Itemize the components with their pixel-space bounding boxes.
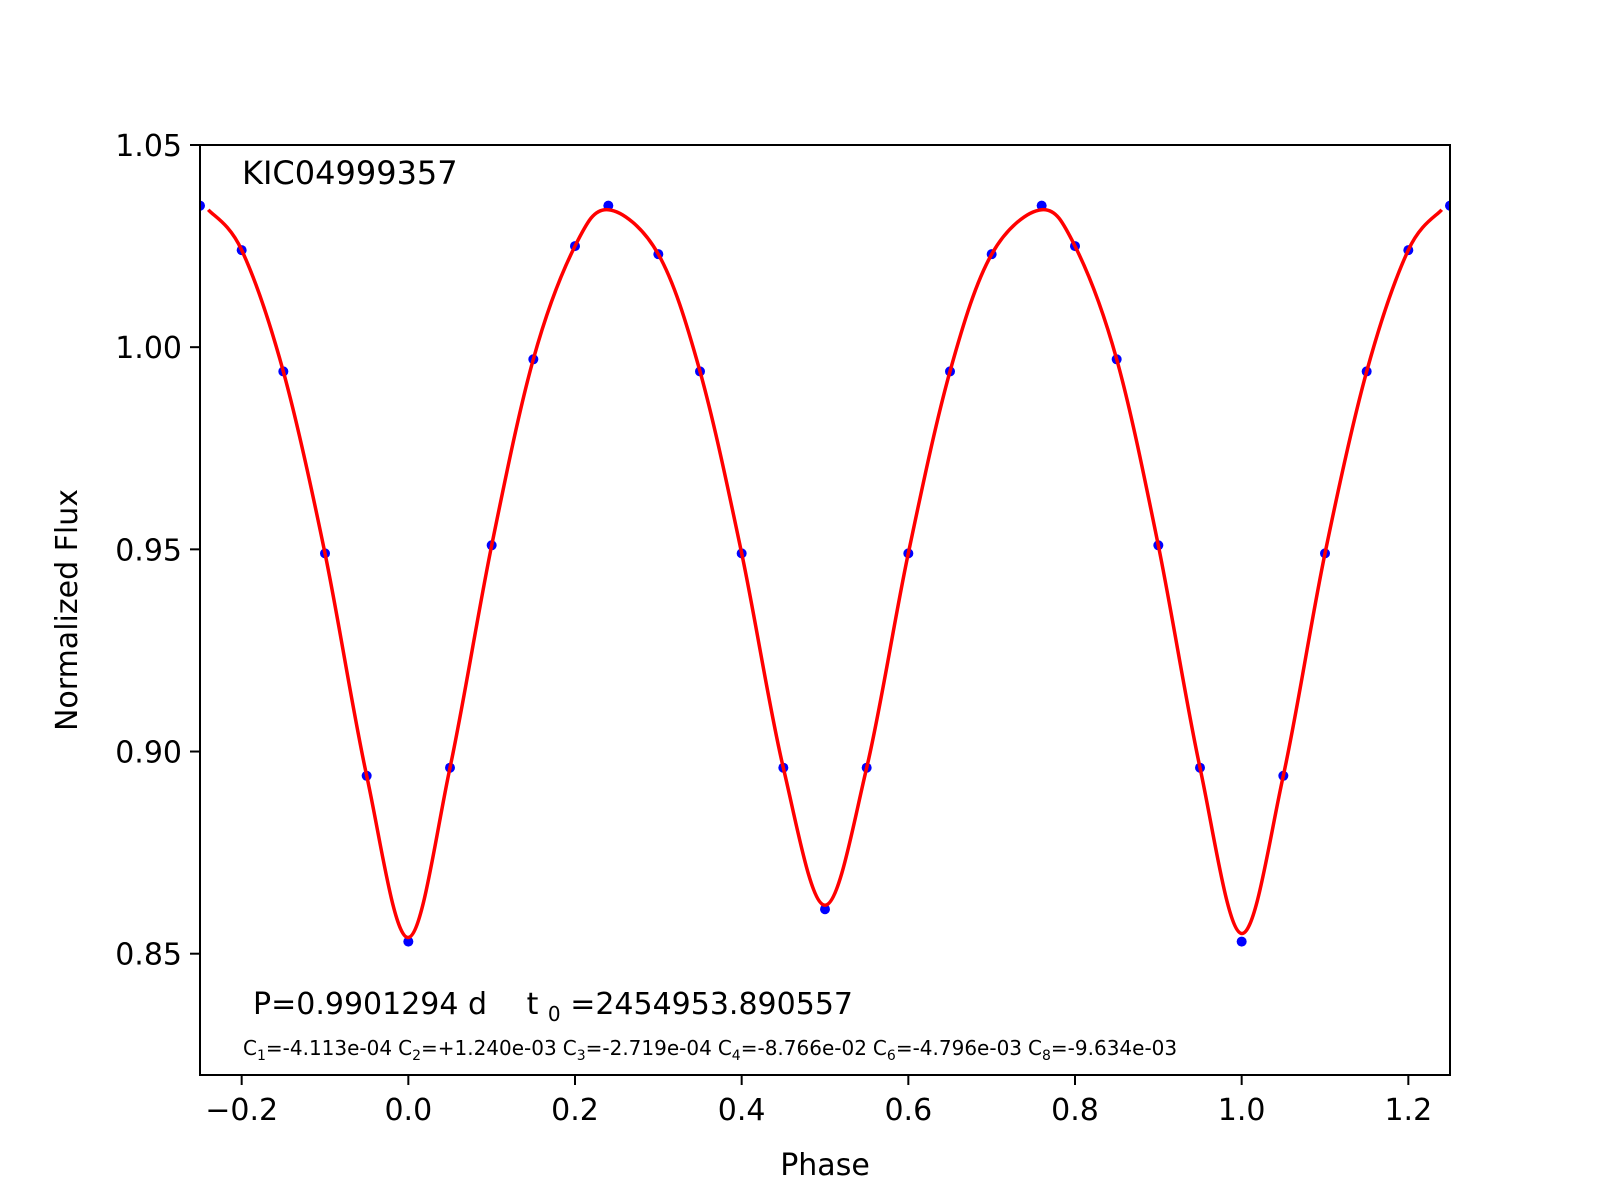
x-tick-label: 0.0	[384, 1093, 432, 1128]
coef-subscript: 8	[1042, 1048, 1051, 1064]
coef-symbol: C	[873, 1036, 887, 1060]
data-point	[820, 904, 830, 915]
period-text: P=0.9901294 d	[253, 987, 487, 1022]
t0-subscript: 0	[548, 1002, 561, 1026]
data-point	[1236, 936, 1247, 947]
data-point	[403, 936, 414, 947]
coef-value: =-4.113e-04	[266, 1036, 392, 1060]
x-tick-label: 1.0	[1218, 1093, 1266, 1128]
star-id-label: KIC04999357	[242, 154, 458, 192]
x-tick-label: 0.6	[884, 1093, 932, 1128]
period-epoch-label: P=0.9901294 d t 0 =2454953.890557	[253, 987, 853, 1029]
coef-value: =-2.719e-04	[586, 1036, 712, 1060]
data-point	[200, 200, 205, 211]
coef-subscript: 1	[257, 1048, 266, 1064]
y-tick-label: 1.00	[115, 331, 182, 366]
coef-symbol: C	[563, 1036, 577, 1060]
y-tick-label: 1.05	[115, 129, 182, 164]
coef-subscript: 2	[412, 1048, 421, 1064]
coef-symbol: C	[718, 1036, 732, 1060]
coef-subscript: 3	[577, 1048, 586, 1064]
y-axis-label: Normalized Flux	[50, 489, 85, 731]
coef-symbol: C	[1028, 1036, 1042, 1060]
x-tick-label: −0.2	[205, 1093, 278, 1128]
coef-subscript: 6	[887, 1048, 896, 1064]
y-tick-label: 0.95	[115, 533, 182, 568]
y-tick-label: 0.85	[115, 938, 182, 973]
coef-value: =-4.796e-03	[896, 1036, 1022, 1060]
coef-value: =-8.766e-02	[741, 1036, 867, 1060]
x-tick-label: 0.2	[551, 1093, 599, 1128]
x-tick-label: 0.8	[1051, 1093, 1099, 1128]
coef-symbol: C	[398, 1036, 412, 1060]
x-axis-label: Phase	[780, 1148, 870, 1183]
fit-curve	[206, 207, 1444, 940]
data-point	[1445, 200, 1450, 211]
x-axis-ticks: −0.2 0.0 0.2 0.4 0.6 0.8 1.0 1.2	[205, 1075, 1432, 1128]
y-axis-ticks: 0.85 0.90 0.95 1.00 1.05	[115, 129, 200, 973]
coef-symbol: C	[243, 1036, 257, 1060]
coef-subscript: 4	[732, 1048, 741, 1064]
t0-value: =2454953.890557	[570, 987, 853, 1022]
coef-value: =-9.634e-03	[1051, 1036, 1177, 1060]
x-tick-label: 1.2	[1384, 1093, 1432, 1128]
y-tick-label: 0.90	[115, 736, 182, 771]
x-tick-label: 0.4	[718, 1093, 766, 1128]
coef-value: =+1.240e-03	[421, 1036, 557, 1060]
model-fit	[206, 207, 1444, 940]
plot-frame	[199, 144, 1451, 1076]
coefficients-label: C1=-4.113e-04 C2=+1.240e-03 C3=-2.719e-04 C…	[243, 1036, 1177, 1064]
t0-symbol: t	[527, 987, 539, 1022]
